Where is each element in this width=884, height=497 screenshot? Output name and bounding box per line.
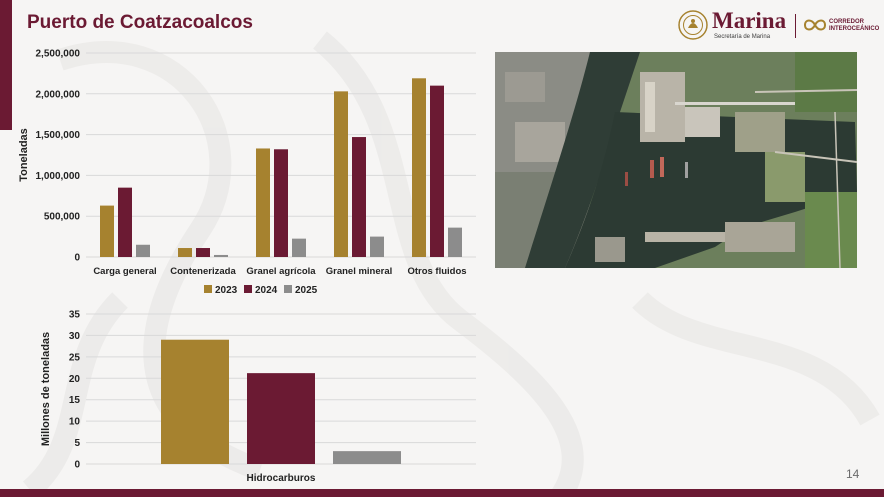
y-tick-label: 500,000: [44, 212, 81, 223]
y-axis-label: Millones de toneladas: [40, 332, 52, 446]
legend-swatch-2025: [284, 285, 292, 293]
y-tick-label: 1,000,000: [36, 171, 81, 182]
category-label: Granel agrícola: [246, 266, 316, 277]
bar-2023: [178, 248, 192, 257]
bar-2025: [370, 236, 384, 257]
coat-of-arms-icon: [678, 10, 708, 40]
bottom-accent-band: [0, 489, 884, 497]
y-tick-label: 35: [69, 310, 81, 321]
bar-2023: [256, 148, 270, 257]
marina-brand: Marina: [712, 8, 787, 33]
infinity-logo-icon: [803, 19, 827, 31]
bar-2024: [247, 373, 315, 464]
bar-2024: [118, 187, 132, 257]
y-tick-label: 2,000,000: [36, 89, 81, 100]
legend-label: 2024: [255, 285, 278, 296]
legend-label: 2025: [295, 285, 318, 296]
category-label: Contenerizada: [170, 266, 236, 277]
bar-2024: [274, 149, 288, 257]
satellite-port-image: [495, 52, 857, 268]
bar-2024: [352, 137, 366, 257]
bar-2023: [334, 91, 348, 258]
legend-label: 2023: [215, 285, 238, 296]
y-tick-label: 30: [69, 331, 81, 342]
bar-2024: [430, 85, 444, 257]
bar-2025: [136, 244, 150, 257]
category-label: Hidrocarburos: [247, 473, 316, 484]
y-tick-label: 0: [74, 253, 80, 264]
slide-title: Puerto de Coatzacoalcos: [27, 12, 253, 33]
logo-divider: [795, 14, 796, 38]
y-axis-label: Toneladas: [18, 128, 30, 182]
header-logo: Marina Secretaría de Marina CORREDOR INT…: [678, 8, 879, 44]
left-accent-band: [0, 0, 12, 130]
partner-line-2: INTEROCEÁNICO: [829, 26, 880, 32]
partner-line-1: CORREDOR: [829, 19, 865, 25]
bar-2025: [292, 238, 306, 257]
y-tick-label: 10: [69, 417, 81, 428]
bar-2023: [100, 205, 114, 257]
category-label: Granel mineral: [326, 266, 393, 277]
y-tick-label: 1,500,000: [36, 130, 81, 141]
y-tick-label: 5: [74, 438, 80, 449]
category-label: Otros fluidos: [407, 266, 466, 277]
bar-2023: [161, 339, 229, 464]
bar-2025: [333, 451, 401, 464]
bar-2025: [448, 227, 462, 257]
bar-2023: [412, 78, 426, 258]
y-tick-label: 25: [69, 352, 81, 363]
bar-2024: [196, 248, 210, 257]
legend-swatch-2023: [204, 285, 212, 293]
page-number: 14: [846, 467, 860, 481]
category-label: Carga general: [93, 266, 156, 277]
y-tick-label: 2,500,000: [36, 49, 81, 60]
marina-subtitle: Secretaría de Marina: [714, 34, 771, 40]
bar-2025: [214, 254, 228, 257]
y-tick-label: 20: [69, 374, 81, 385]
y-tick-label: 15: [69, 395, 81, 406]
satellite-image-drawing: [495, 52, 857, 268]
corredor-interoceanico-text: CORREDOR INTEROCEÁNICO: [829, 19, 879, 33]
y-tick-label: 0: [74, 460, 80, 471]
legend-swatch-2024: [244, 285, 252, 293]
